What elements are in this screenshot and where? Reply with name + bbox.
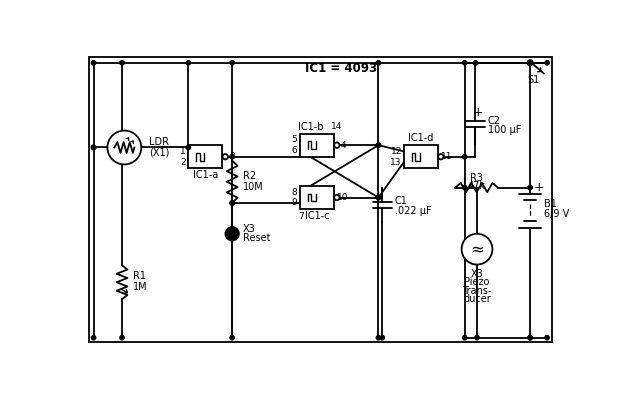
Text: 14: 14	[331, 122, 342, 131]
Text: R3: R3	[470, 173, 483, 182]
Circle shape	[528, 61, 532, 65]
Text: Reset: Reset	[243, 233, 271, 243]
Circle shape	[230, 335, 234, 340]
Circle shape	[528, 335, 532, 340]
Circle shape	[91, 145, 96, 150]
Circle shape	[91, 145, 96, 150]
Circle shape	[528, 61, 532, 65]
Text: IC1-d: IC1-d	[408, 133, 434, 143]
Text: LDR: LDR	[149, 137, 169, 147]
Text: ducer: ducer	[463, 294, 491, 304]
Circle shape	[376, 143, 381, 147]
Circle shape	[528, 335, 532, 340]
Text: +: +	[472, 105, 483, 118]
Circle shape	[230, 154, 234, 159]
Circle shape	[107, 131, 141, 164]
Text: 5: 5	[292, 135, 297, 144]
Text: IC1 = 4093: IC1 = 4093	[306, 62, 378, 75]
Circle shape	[545, 335, 549, 340]
Circle shape	[225, 227, 239, 241]
Text: C2: C2	[488, 116, 501, 126]
Text: Trans-: Trans-	[462, 286, 492, 296]
Circle shape	[376, 196, 381, 200]
Circle shape	[528, 60, 533, 66]
Text: 6: 6	[292, 146, 297, 155]
Text: (X1): (X1)	[149, 147, 169, 157]
Circle shape	[230, 61, 234, 65]
Text: ≈: ≈	[470, 240, 484, 258]
Text: B1: B1	[544, 199, 557, 209]
Circle shape	[376, 196, 381, 200]
Circle shape	[91, 61, 96, 65]
Circle shape	[462, 154, 467, 159]
Circle shape	[120, 335, 124, 340]
Bar	[404, 145, 437, 168]
Circle shape	[462, 185, 467, 190]
Circle shape	[91, 335, 96, 340]
Text: 3: 3	[229, 152, 235, 161]
Circle shape	[230, 201, 234, 205]
Text: IC1-c: IC1-c	[304, 211, 329, 221]
Circle shape	[528, 185, 532, 190]
Circle shape	[334, 143, 339, 148]
Text: 100 μF: 100 μF	[488, 125, 521, 135]
Text: 10M: 10M	[243, 182, 264, 192]
Text: C1: C1	[394, 196, 408, 207]
Text: 4: 4	[340, 141, 346, 150]
Text: 13: 13	[391, 158, 402, 167]
Text: IC1-b: IC1-b	[298, 122, 324, 132]
Circle shape	[376, 143, 381, 147]
Bar	[188, 145, 222, 168]
Circle shape	[186, 61, 191, 65]
Circle shape	[438, 154, 444, 160]
Bar	[300, 186, 334, 209]
Text: +: +	[533, 181, 544, 194]
Circle shape	[334, 195, 339, 200]
Circle shape	[462, 61, 467, 65]
Text: 10: 10	[338, 193, 349, 202]
Circle shape	[186, 145, 191, 150]
Text: 7: 7	[299, 212, 304, 220]
Text: 9: 9	[292, 198, 297, 207]
Circle shape	[222, 154, 228, 160]
Text: S1: S1	[528, 75, 540, 85]
Circle shape	[376, 61, 381, 65]
Text: IC1-a: IC1-a	[192, 170, 218, 180]
Text: X3: X3	[471, 269, 483, 279]
Circle shape	[120, 61, 124, 65]
Circle shape	[230, 201, 234, 205]
Circle shape	[462, 234, 492, 265]
Circle shape	[545, 61, 549, 65]
Text: 8: 8	[292, 188, 297, 197]
Text: Piezo: Piezo	[464, 277, 490, 287]
Circle shape	[380, 335, 384, 340]
Text: 2: 2	[180, 158, 186, 167]
Bar	[300, 134, 334, 157]
Text: 47k: 47k	[468, 181, 486, 191]
Circle shape	[376, 335, 381, 340]
Circle shape	[462, 335, 467, 340]
Text: 1: 1	[180, 147, 186, 156]
Circle shape	[473, 61, 478, 65]
Text: 11: 11	[441, 152, 452, 161]
Text: R2: R2	[243, 171, 256, 181]
Text: 12: 12	[391, 147, 402, 156]
Text: .022 μF: .022 μF	[394, 206, 431, 216]
Text: 6/9 V: 6/9 V	[544, 209, 569, 220]
Text: X3: X3	[243, 224, 256, 234]
Text: R1: R1	[133, 271, 146, 281]
Text: 1M: 1M	[133, 282, 148, 292]
Circle shape	[475, 335, 479, 340]
